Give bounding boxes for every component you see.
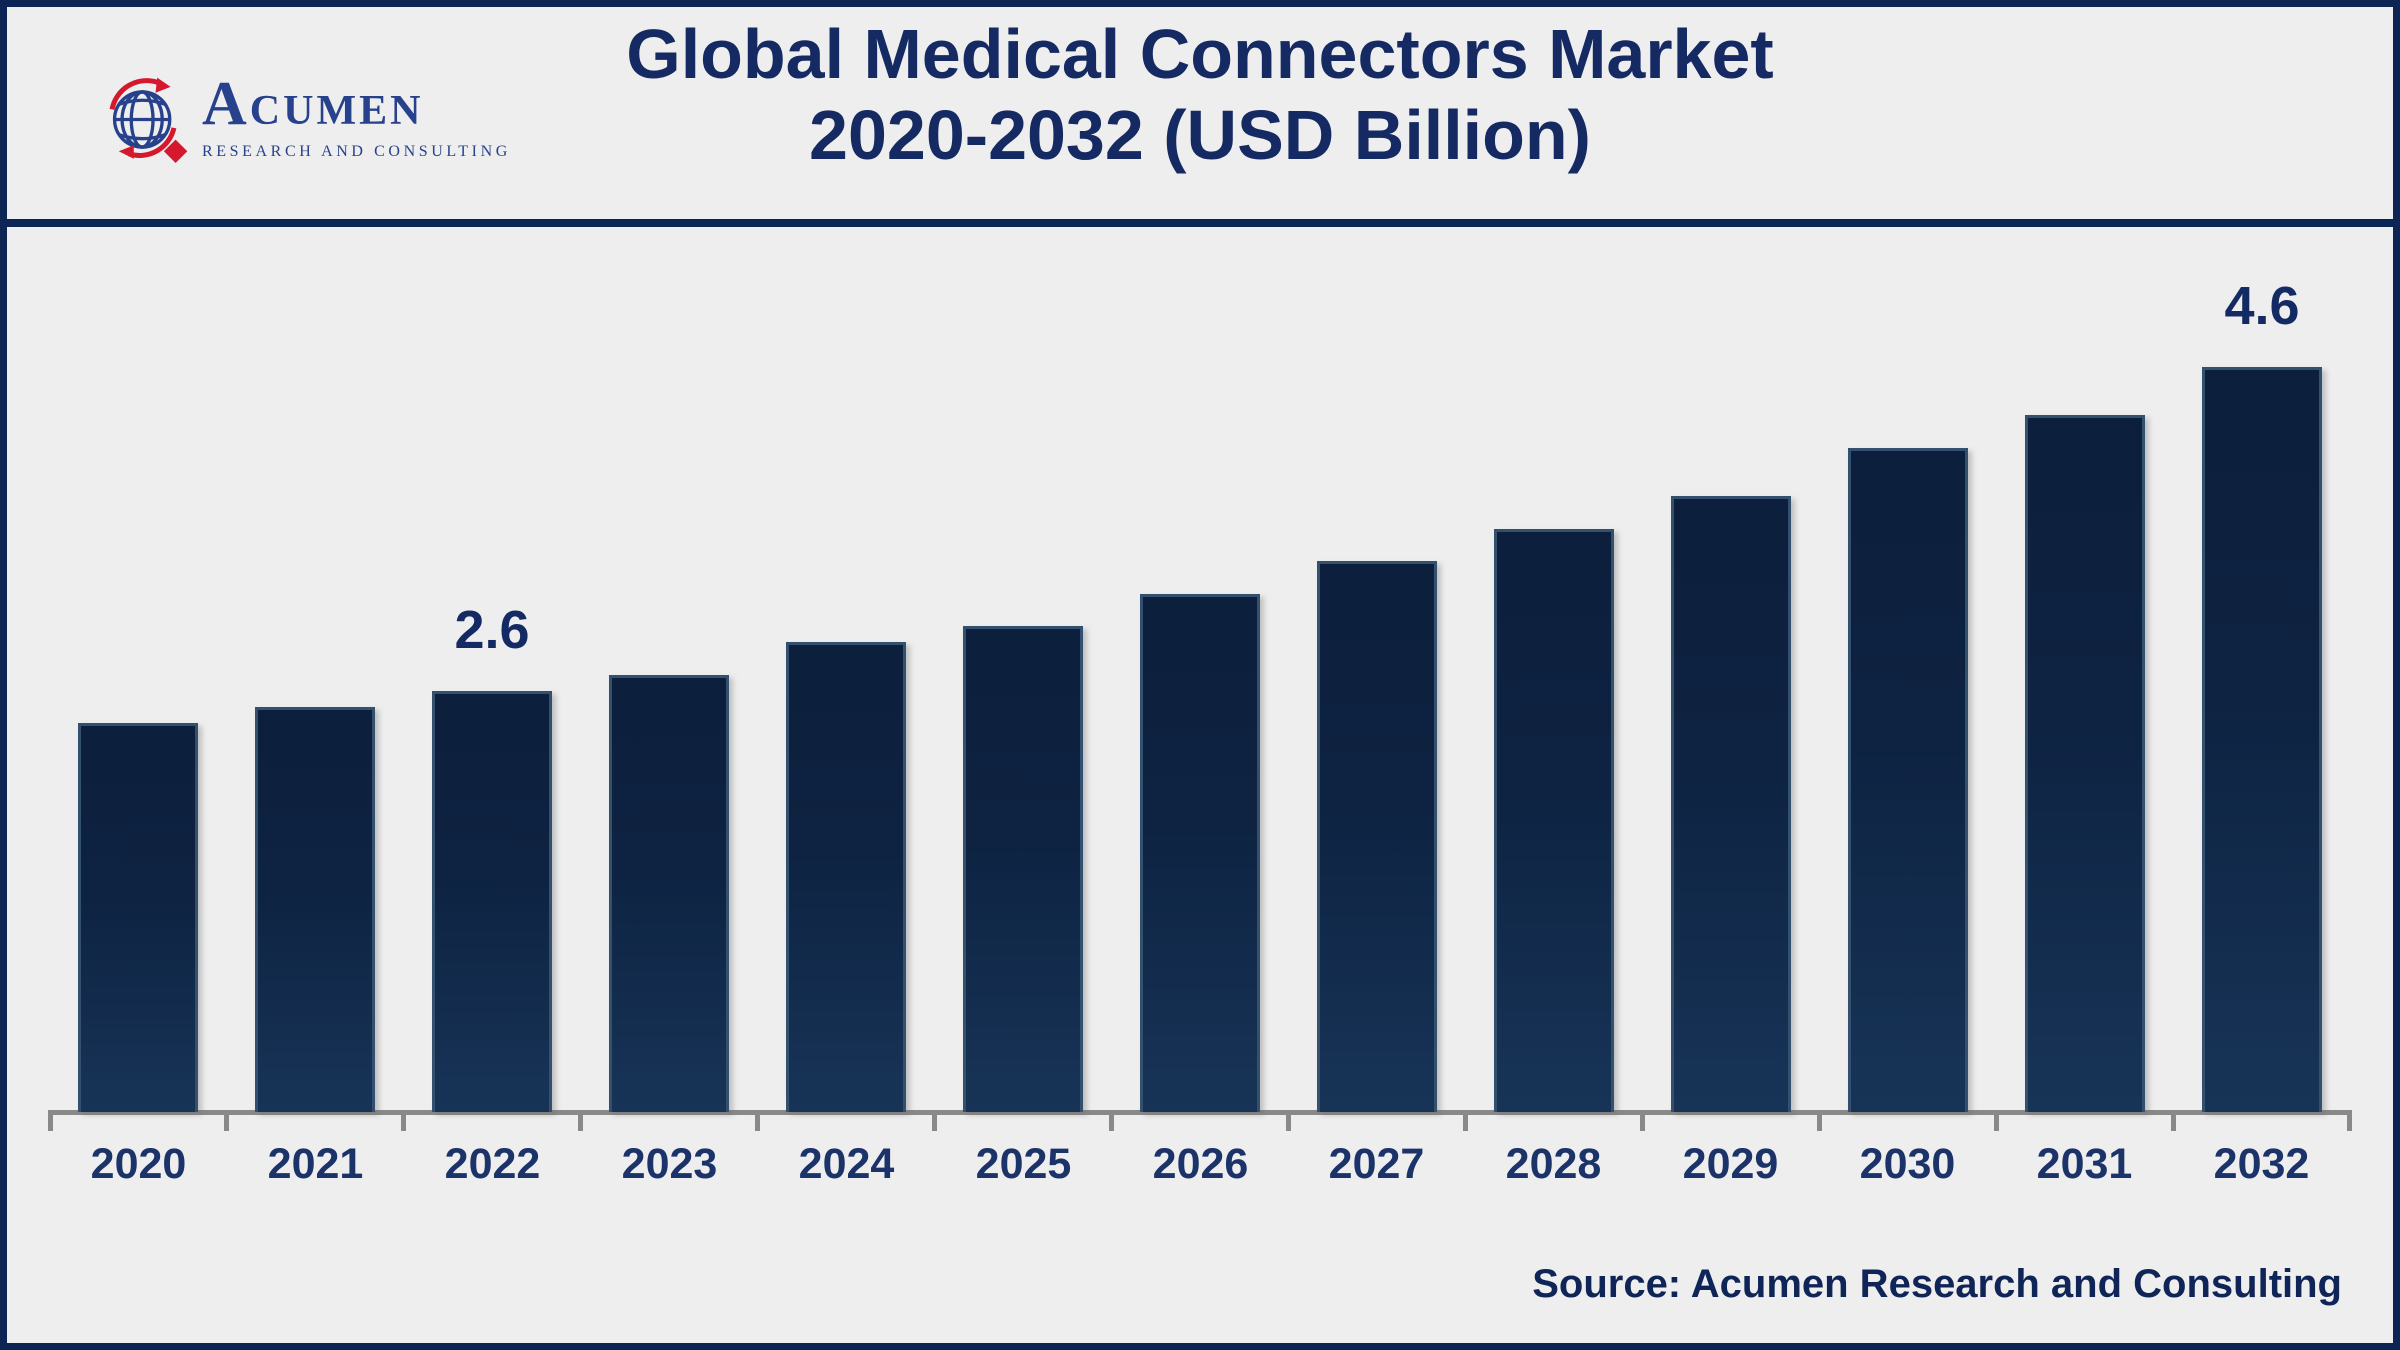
bar-value-label-2022: 2.6	[454, 600, 530, 660]
bar-2026	[1140, 594, 1260, 1112]
x-axis-labels: 2020 2021 2022 2023 2024 2025 2026 2027 2028 2029…	[0, 1140, 2400, 1192]
x-axis-tick	[1286, 1110, 1291, 1131]
bar-2027	[1317, 561, 1437, 1112]
x-axis-tick	[755, 1110, 760, 1131]
bar-2022	[432, 691, 552, 1112]
chart-title-line1: Global Medical Connectors Market	[626, 15, 1774, 93]
x-tick-label-2029: 2029	[1682, 1140, 1779, 1188]
bar-2021	[255, 707, 375, 1112]
x-axis-tick	[1817, 1110, 1822, 1131]
x-axis-tick	[1640, 1110, 1645, 1131]
bar-2024	[786, 642, 906, 1112]
x-tick-label-2027: 2027	[1328, 1140, 1425, 1188]
acumen-logo: ACUMEN RESEARCH AND CONSULTING	[102, 74, 511, 168]
chart-title: Global Medical Connectors Market 2020-20…	[0, 14, 2400, 176]
bar-2031	[2025, 415, 2145, 1112]
bar-2029	[1671, 496, 1791, 1112]
logo-subtitle: RESEARCH AND CONSULTING	[202, 143, 511, 160]
bar-2028	[1494, 529, 1614, 1112]
x-axis-tick	[932, 1110, 937, 1131]
header-divider	[0, 219, 2400, 227]
source-note: Source: Acumen Research and Consulting	[1532, 1262, 2342, 1306]
x-tick-label-2023: 2023	[621, 1140, 718, 1188]
bar-value-label-2032: 4.6	[2224, 276, 2300, 336]
bar-2032	[2202, 367, 2322, 1112]
x-tick-label-2032: 2032	[2213, 1140, 2310, 1188]
globe-icon	[109, 77, 188, 163]
x-tick-label-2025: 2025	[975, 1140, 1072, 1188]
x-axis-tick	[224, 1110, 229, 1131]
x-axis-line	[48, 1110, 2352, 1115]
x-axis-tick	[1463, 1110, 1468, 1131]
x-tick-label-2022: 2022	[444, 1140, 541, 1188]
x-tick-label-2031: 2031	[2036, 1140, 2133, 1188]
x-axis-tick	[2347, 1110, 2352, 1131]
x-axis-tick	[2171, 1110, 2176, 1131]
x-tick-label-2028: 2028	[1505, 1140, 1602, 1188]
x-axis-tick	[401, 1110, 406, 1131]
x-tick-label-2026: 2026	[1152, 1140, 1249, 1188]
x-tick-label-2024: 2024	[798, 1140, 895, 1188]
bar-chart-plot: 2.6 4.6	[0, 227, 2400, 1131]
x-axis-tick	[48, 1110, 53, 1131]
x-tick-label-2030: 2030	[1859, 1140, 1956, 1188]
x-axis-tick	[1994, 1110, 1999, 1131]
logo-text: ACUMEN RESEARCH AND CONSULTING	[202, 74, 511, 161]
bar-2023	[609, 675, 729, 1112]
x-axis-tick	[1109, 1110, 1114, 1131]
x-tick-label-2021: 2021	[267, 1140, 364, 1188]
bar-2025	[963, 626, 1083, 1112]
chart-title-line2: 2020-2032 (USD Billion)	[809, 96, 1591, 174]
x-axis-tick	[578, 1110, 583, 1131]
bar-2020	[78, 723, 198, 1112]
logo-name: ACUMEN	[202, 70, 424, 138]
header: ACUMEN RESEARCH AND CONSULTING Global Me…	[0, 0, 2400, 219]
bar-2030	[1848, 448, 1968, 1112]
x-tick-label-2020: 2020	[90, 1140, 187, 1188]
